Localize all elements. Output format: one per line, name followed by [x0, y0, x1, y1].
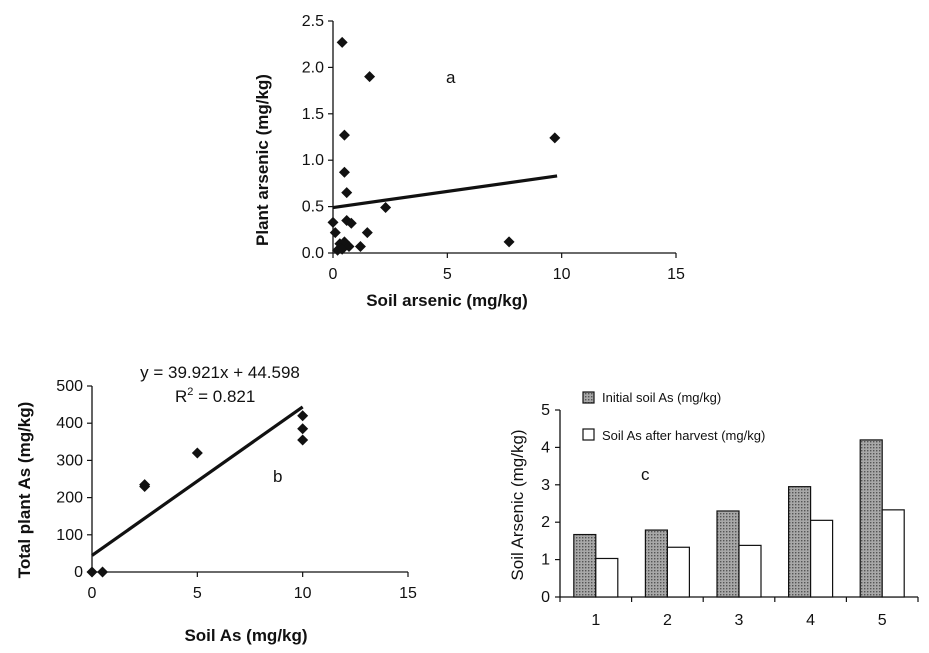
panel-b-y-tick-labels: 0 100 200 300 400 500	[56, 378, 83, 581]
bar-initial	[859, 439, 883, 598]
data-point	[297, 410, 309, 422]
y-tick-label: 2.0	[302, 59, 324, 76]
y-tick-label: 2.5	[302, 13, 324, 30]
panel-a-y-tick-labels: 0.0 0.5 1.0 1.5 2.0 2.5	[302, 13, 324, 262]
x-tick-label: 15	[667, 266, 685, 283]
data-point	[86, 566, 98, 578]
panel-a-x-tick-labels: 0 5 10 15	[329, 266, 685, 283]
data-point	[354, 241, 366, 253]
data-point	[327, 216, 339, 228]
y-tick-label: 0	[541, 589, 550, 606]
panel-a-letter: a	[446, 68, 456, 87]
panel-c-bars	[573, 439, 905, 598]
panel-b-r-squared: R2 = 0.821	[175, 386, 255, 406]
bar-initial	[716, 510, 740, 598]
bar-initial	[573, 533, 597, 598]
panel-c-y-axis-label: Soil Arsenic (mg/kg)	[508, 429, 527, 580]
y-tick-label: 3	[541, 477, 550, 494]
panel-b-data-points	[86, 410, 309, 578]
x-tick-label: 15	[399, 585, 417, 602]
data-point	[341, 187, 353, 199]
y-tick-label: 1.5	[302, 106, 324, 123]
panel-b-x-axis-label: Soil As (mg/kg)	[184, 626, 307, 645]
y-tick-label: 100	[56, 527, 83, 544]
data-point	[336, 36, 348, 48]
panel-a-x-axis-label: Soil arsenic (mg/kg)	[366, 291, 528, 310]
x-tick-label: 4	[806, 612, 815, 629]
panel-a-scatter: 0.0 0.5 1.0 1.5 2.0 2.5 0 5 10 15 Soil arsenic (…	[253, 13, 685, 310]
legend-swatch-after	[582, 428, 595, 441]
data-point	[380, 202, 392, 214]
bar-after-harvest	[881, 509, 905, 598]
data-point	[503, 236, 515, 248]
data-point	[297, 434, 309, 446]
panel-c-legend: Initial soil As (mg/kg) Soil As after ha…	[582, 390, 765, 443]
data-point	[297, 423, 309, 435]
data-point	[191, 447, 203, 459]
y-tick-label: 0.5	[302, 199, 324, 216]
data-point	[345, 217, 357, 229]
y-tick-label: 4	[541, 439, 550, 456]
y-tick-label: 0.0	[302, 245, 324, 262]
bar-after-harvest	[809, 519, 834, 598]
y-tick-label: 400	[56, 415, 83, 432]
panel-a-trendline	[332, 174, 558, 210]
x-tick-label: 5	[443, 266, 452, 283]
y-tick-label: 5	[541, 402, 550, 419]
data-point	[338, 129, 350, 141]
x-tick-label: 3	[735, 612, 744, 629]
y-tick-label: 1.0	[302, 152, 324, 169]
data-point	[549, 132, 561, 144]
panel-b-letter: b	[273, 467, 282, 486]
panel-b-x-tick-labels: 0 5 10 15	[88, 585, 417, 602]
y-tick-label: 1	[541, 552, 550, 569]
y-tick-label: 200	[56, 490, 83, 507]
data-point	[329, 227, 341, 239]
trendline	[91, 405, 304, 557]
data-point	[336, 243, 348, 255]
x-tick-label: 1	[591, 612, 600, 629]
y-tick-label: 0	[74, 564, 83, 581]
y-tick-label: 500	[56, 378, 83, 395]
data-point	[139, 479, 151, 491]
x-tick-label: 10	[294, 585, 312, 602]
x-tick-label: 0	[88, 585, 97, 602]
panel-c-bar-chart: 0 1 2 3 4 5 1 2 3 4 5 Soil Arsenic (mg/kg) Initia…	[508, 390, 919, 629]
trendline	[332, 174, 558, 210]
data-point	[364, 71, 376, 83]
x-tick-label: 2	[663, 612, 672, 629]
x-tick-label: 5	[193, 585, 202, 602]
data-point	[97, 566, 109, 578]
r-squared-symbol: R	[175, 387, 187, 406]
bar-initial	[644, 529, 669, 598]
y-tick-label: 300	[56, 452, 83, 469]
bar-initial	[787, 486, 812, 598]
x-tick-label: 0	[329, 266, 338, 283]
panel-b-equation: y = 39.921x + 44.598	[140, 363, 300, 382]
y-tick-label: 2	[541, 514, 550, 531]
panel-a-axes	[328, 20, 677, 258]
bar-after-harvest	[666, 546, 691, 598]
panel-b-y-axis-label: Total plant As (mg/kg)	[15, 402, 34, 579]
panel-c-letter: c	[641, 465, 650, 484]
data-point	[361, 227, 373, 239]
legend-label-initial: Initial soil As (mg/kg)	[602, 390, 721, 405]
bar-after-harvest	[738, 544, 762, 598]
panel-b-trendline	[91, 405, 304, 557]
legend-label-after: Soil As after harvest (mg/kg)	[602, 428, 765, 443]
r-squared-superscript: 2	[187, 386, 193, 398]
panel-c-y-tick-labels: 0 1 2 3 4 5	[541, 402, 550, 606]
panel-c-x-tick-labels: 1 2 3 4 5	[591, 612, 886, 629]
panel-b-axes	[87, 385, 409, 577]
panel-a-data-points	[327, 36, 561, 256]
data-point	[338, 166, 350, 178]
bar-after-harvest	[595, 557, 619, 598]
legend-swatch-initial	[582, 391, 595, 404]
x-tick-label: 10	[553, 266, 571, 283]
r-squared-value: = 0.821	[193, 387, 255, 406]
panel-a-y-axis-label: Plant arsenic (mg/kg)	[253, 74, 272, 246]
x-tick-label: 5	[878, 612, 887, 629]
